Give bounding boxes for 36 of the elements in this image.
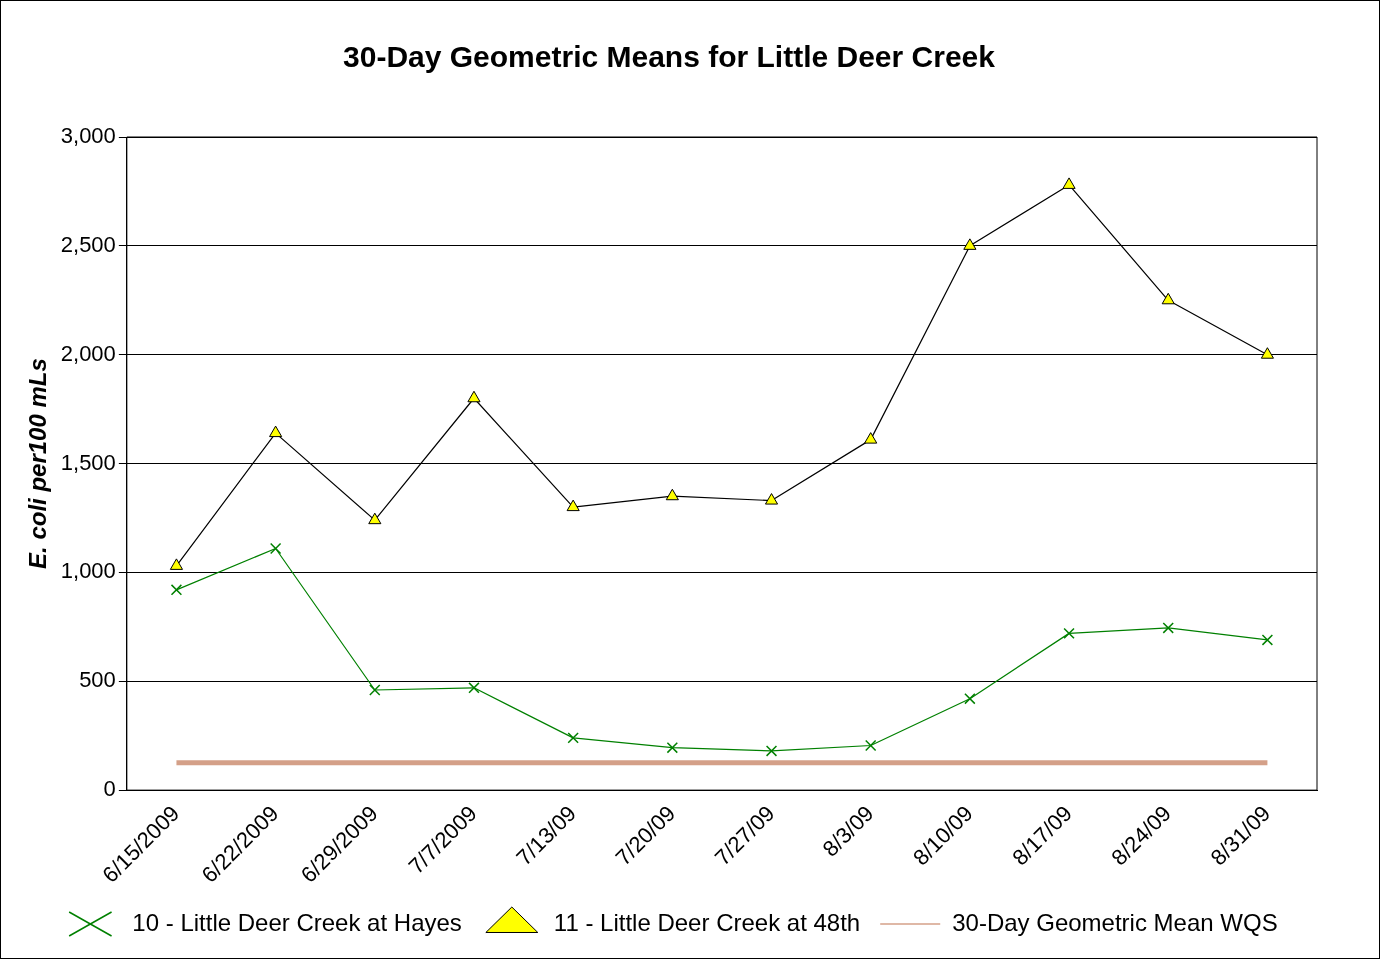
y-tick-label: 0 <box>103 776 116 802</box>
point <box>1260 347 1274 359</box>
point <box>865 739 877 752</box>
point <box>467 390 481 403</box>
point <box>170 584 183 596</box>
point <box>169 558 184 570</box>
point <box>1161 292 1175 305</box>
y-tick-label: 1,500 <box>60 449 116 475</box>
chart-title: 30-Day Geometric Means for Little Deer Creek <box>343 40 996 74</box>
point <box>764 493 779 505</box>
point <box>665 488 679 501</box>
point <box>1063 627 1075 640</box>
legend-label: 10 - Little Deer Creek at Hayes <box>132 908 462 936</box>
point <box>567 732 579 744</box>
point <box>666 741 679 754</box>
y-tick-label: 1,000 <box>60 558 116 584</box>
point <box>1062 177 1076 189</box>
point <box>269 425 283 438</box>
y-axis-title: E. coli per100 mLs <box>24 358 52 569</box>
point <box>765 745 778 757</box>
legend-label: 30-Day Geometric Mean WQS <box>952 908 1278 936</box>
point <box>1162 622 1174 634</box>
legend-label: 11 - Little Deer Creek at 48th <box>553 908 861 936</box>
y-tick-label: 2,000 <box>60 340 116 366</box>
y-tick-label: 2,500 <box>60 231 116 257</box>
point <box>964 692 976 705</box>
point <box>369 684 381 696</box>
y-tick-label: 3,000 <box>60 123 116 149</box>
point <box>864 432 878 444</box>
point <box>1261 634 1274 646</box>
point <box>566 499 580 512</box>
point <box>269 542 282 555</box>
point <box>368 512 382 525</box>
point <box>468 682 480 694</box>
y-tick-label: 500 <box>79 667 116 693</box>
point <box>963 238 977 250</box>
